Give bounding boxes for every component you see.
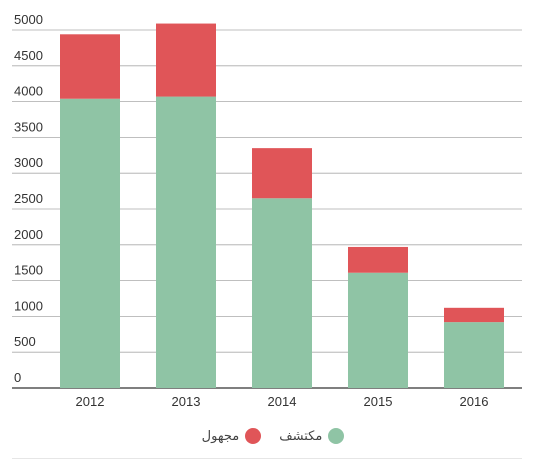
- x-tick-label-2013: 2013: [172, 394, 201, 409]
- legend-item-unknown[interactable]: مجهول: [202, 428, 262, 444]
- stacked-bar-chart: 0 500 1000 1500 2000 2500 3000 3500 4000 4500 5000…: [12, 12, 522, 409]
- legend-label-unknown: مجهول: [201, 428, 240, 444]
- bar-2013-discovered[interactable]: [156, 96, 216, 388]
- x-tick-label-2014: 2014: [268, 394, 297, 409]
- legend: مجهول مكتشف: [0, 428, 546, 444]
- y-tick-label-1000: 1000: [14, 298, 43, 313]
- legend-dot-unknown: [245, 428, 262, 444]
- legend-label-discovered: مكتشف: [279, 428, 323, 444]
- footer-divider: [12, 458, 522, 459]
- bar-2016-unknown[interactable]: [444, 307, 504, 323]
- y-tick-label-500: 500: [14, 334, 36, 349]
- x-tick-label-2015: 2015: [364, 394, 393, 409]
- x-tick-label-2016: 2016: [460, 394, 489, 409]
- y-tick-label-1500: 1500: [14, 263, 43, 278]
- bar-2012-discovered[interactable]: [60, 98, 120, 389]
- y-tick-label-4500: 4500: [14, 48, 43, 63]
- bar-2013-unknown[interactable]: [156, 23, 216, 97]
- bar-2014-unknown[interactable]: [252, 148, 312, 199]
- bar-2014-discovered[interactable]: [252, 198, 312, 388]
- y-tick-label-3000: 3000: [14, 155, 43, 170]
- y-tick-label-3500: 3500: [14, 119, 43, 134]
- legend-item-discovered[interactable]: مكتشف: [279, 428, 345, 444]
- y-tick-label-4000: 4000: [14, 84, 43, 99]
- y-tick-label-0: 0: [14, 370, 21, 385]
- bar-2012-unknown[interactable]: [60, 34, 120, 99]
- y-tick-label-2000: 2000: [14, 227, 43, 242]
- y-tick-label-5000: 5000: [14, 12, 43, 27]
- y-tick-label-2500: 2500: [14, 191, 43, 206]
- bar-2015-unknown[interactable]: [348, 246, 408, 273]
- x-tick-label-2012: 2012: [76, 394, 105, 409]
- bar-2015-discovered[interactable]: [348, 272, 408, 388]
- bar-2016-discovered[interactable]: [444, 322, 504, 388]
- legend-dot-discovered: [328, 428, 345, 444]
